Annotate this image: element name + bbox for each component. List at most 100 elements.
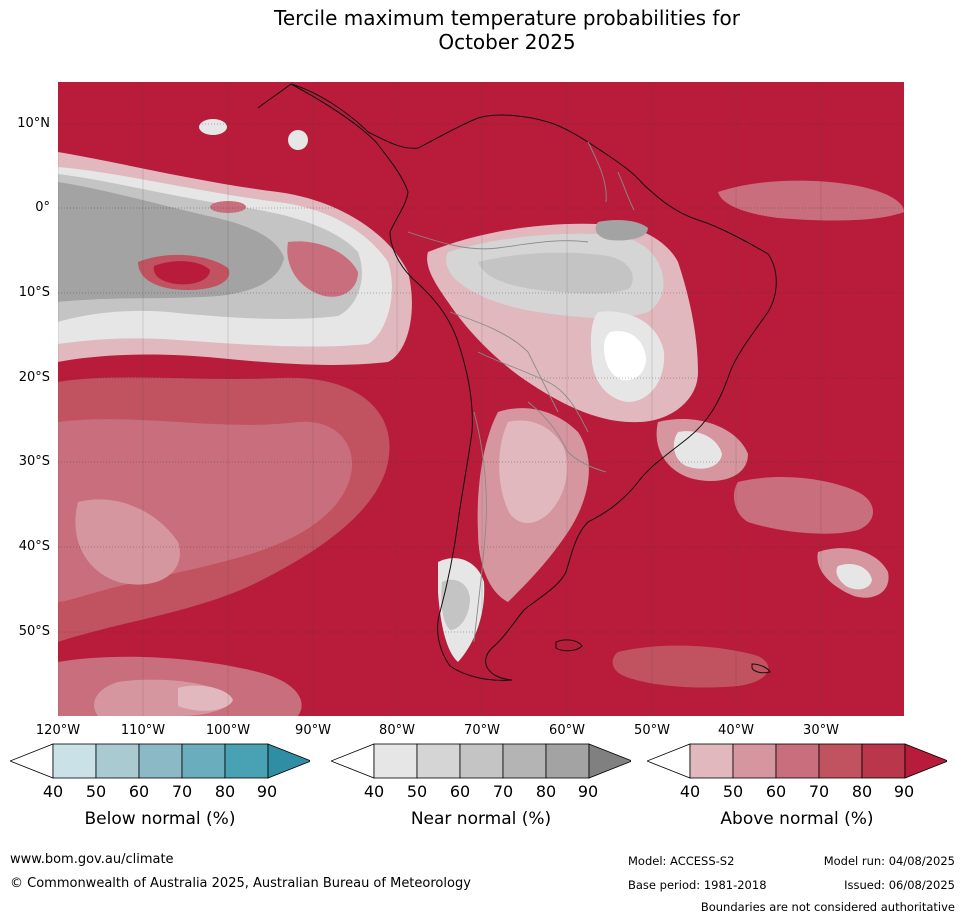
colorbar-extend-high [588, 743, 631, 779]
legend-near-tick-50: 50 [406, 782, 428, 801]
legend-near-tick-70: 70 [492, 782, 514, 801]
amazon-near-normal-2 [478, 252, 633, 294]
legend-above-tick-60: 60 [765, 782, 787, 801]
legend-near-tick-90: 90 [577, 782, 599, 801]
legend-above-caption: Above normal (%) [720, 809, 874, 829]
footer-website[interactable]: www.bom.gov.au/climate [10, 852, 174, 867]
footer-model: Model: ACCESS-S2 [628, 854, 735, 868]
colorbar-segment [732, 743, 777, 779]
footer-issued: Issued: 06/08/2025 [844, 878, 955, 892]
legend-below-tick-90: 90 [256, 782, 278, 801]
lat-label-10n: 10°N [17, 116, 50, 131]
legend-near-tick-40: 40 [363, 782, 385, 801]
southern-cone-light-pink [499, 420, 568, 523]
footer-base-period: Base period: 1981-2018 [628, 878, 767, 892]
colorbar-extend-high [267, 743, 310, 779]
lon-label-90w: 90°W [295, 723, 331, 738]
country-borders [407, 141, 635, 643]
chart-title: Tercile maximum temperature probabilitie… [0, 6, 965, 54]
legend-above-tick-70: 70 [808, 782, 830, 801]
lat-label-10s: 10°S [18, 285, 50, 300]
border-guianas [587, 141, 607, 203]
border-chile-argentina [473, 411, 487, 643]
legend-above-normal: 40 50 60 70 80 90 Above normal (%) [647, 743, 947, 843]
legend-near-normal: 40 50 60 70 80 90 Near normal (%) [331, 743, 631, 843]
border-uruguay [567, 451, 607, 473]
legend-below-normal: 40 50 60 70 80 90 Below normal (%) [10, 743, 310, 843]
lat-label-50s: 50°S [18, 624, 50, 639]
legend-above-tick-40: 40 [679, 782, 701, 801]
legend-near-caption: Near normal (%) [410, 809, 552, 829]
colorbar-segment [689, 743, 734, 779]
central-brazil-white [604, 331, 646, 381]
legend-near-tick-60: 60 [449, 782, 471, 801]
south-atlantic-grey [836, 563, 872, 590]
central-america-coast [257, 83, 292, 109]
colorbar-segment [502, 743, 547, 779]
legend-above-tick-90: 90 [893, 782, 915, 801]
eq-pacific-pink-blob [287, 241, 358, 297]
atlantic-pink-band [733, 477, 873, 534]
colorbar-segment [138, 743, 183, 779]
chart-title-line-2: October 2025 [438, 30, 576, 54]
legend-below-tick-70: 70 [171, 782, 193, 801]
lon-label-40w: 40°W [718, 723, 754, 738]
pacific-red-zone-3 [75, 499, 180, 585]
border-north [407, 231, 589, 250]
map-canvas [58, 82, 904, 716]
colorbar-segment [224, 743, 269, 779]
probability-map [58, 82, 904, 716]
legend-below-tick-60: 60 [128, 782, 150, 801]
south-america-coastline [290, 83, 777, 681]
n-pacific-pink [210, 201, 246, 213]
patagonia-near-normal-2 [441, 579, 470, 630]
colorbar-segment [818, 743, 863, 779]
colorbar-segment [416, 743, 461, 779]
legend-above-tick-80: 80 [851, 782, 873, 801]
colorbar-segment [52, 743, 97, 779]
lon-label-30w: 30°W [803, 723, 839, 738]
legend-below-tick-50: 50 [85, 782, 107, 801]
legend-above-tick-50: 50 [722, 782, 744, 801]
atlantic-grey-patch [673, 431, 722, 469]
lon-label-110w: 110°W [120, 723, 166, 738]
falkland-islands [555, 639, 583, 652]
lat-label-30s: 30°S [18, 454, 50, 469]
lon-label-100w: 100°W [205, 723, 251, 738]
border-bolivia [477, 351, 589, 433]
colorbar-segment [373, 743, 418, 779]
south-atlantic-band [612, 645, 769, 688]
chart-title-line-1: Tercile maximum temperature probabilitie… [274, 6, 740, 30]
north-brazil-grey [595, 220, 648, 241]
lat-label-0: 0° [35, 200, 50, 215]
graticule-meridians [58, 82, 822, 716]
colorbar-extend-low [331, 743, 375, 779]
colorbar-segment [459, 743, 504, 779]
colorbar-below-normal [10, 743, 310, 779]
lon-label-120w: 120°W [35, 723, 81, 738]
lat-label-20s: 20°S [18, 370, 50, 385]
colorbar-segment [181, 743, 226, 779]
colorbar-above-normal [647, 743, 947, 779]
legend-below-tick-40: 40 [42, 782, 64, 801]
lon-label-80w: 80°W [379, 723, 415, 738]
legend-below-caption: Below normal (%) [84, 809, 236, 829]
footer-disclaimer: Boundaries are not considered authoritat… [700, 900, 955, 914]
border-peru-brazil [449, 311, 559, 413]
n-pacific-grey-2 [288, 130, 308, 150]
colorbar-segment [545, 743, 590, 779]
pacific-south-zone-3 [178, 685, 233, 711]
n-pacific-grey-1 [199, 119, 227, 135]
south-georgia [751, 663, 771, 674]
border-paraguay [527, 401, 569, 453]
border-suriname [617, 171, 635, 211]
graticule [58, 123, 904, 633]
colorbar-segment [95, 743, 140, 779]
legend-near-tick-80: 80 [535, 782, 557, 801]
colorbar-extend-low [647, 743, 691, 779]
north-atlantic-band [718, 180, 904, 221]
lon-label-50w: 50°W [634, 723, 670, 738]
colorbar-extend-high [904, 743, 947, 779]
colorbar-extend-low [10, 743, 54, 779]
colorbar-near-normal [331, 743, 631, 779]
